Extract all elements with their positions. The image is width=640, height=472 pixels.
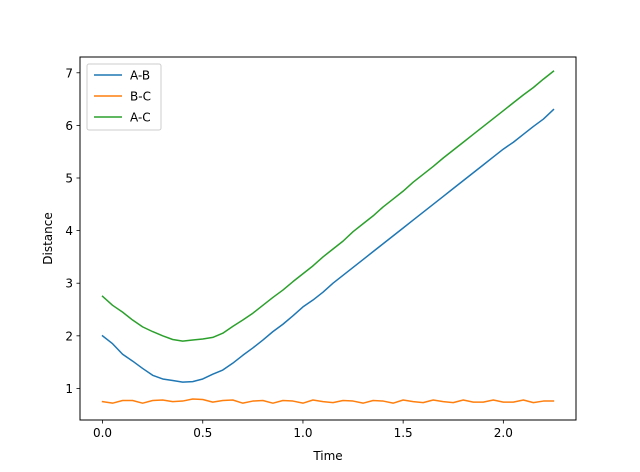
series-lines (101, 70, 555, 404)
y-tick-label: 4 (65, 224, 73, 238)
y-tick-label: 7 (65, 66, 73, 80)
legend-label-a-c: A-C (130, 111, 151, 125)
x-tick-label: 2.0 (494, 426, 513, 440)
x-tick-label: 0.0 (93, 426, 112, 440)
y-axis-ticks: 1 2 3 4 5 6 7 (65, 66, 80, 396)
y-tick-label: 1 (65, 382, 73, 396)
legend: A-B B-C A-C (86, 63, 162, 131)
y-tick-label: 5 (65, 172, 73, 186)
x-axis-ticks: 0.0 0.5 1.0 1.5 2.0 (93, 420, 513, 440)
x-tick-label: 1.5 (394, 426, 413, 440)
series-line-a-c (101, 70, 555, 342)
plot-area-background (80, 57, 576, 420)
series-line-b-c (101, 398, 555, 404)
legend-label-a-b: A-B (130, 69, 150, 83)
legend-box (86, 63, 162, 131)
x-tick-label: 0.5 (193, 426, 212, 440)
y-axis-label: Distance (41, 212, 55, 264)
y-tick-label: 3 (65, 277, 73, 291)
series-line-a-b (101, 108, 555, 383)
x-tick-label: 1.0 (293, 426, 312, 440)
y-tick-label: 2 (65, 329, 73, 343)
y-tick-label: 6 (65, 119, 73, 133)
plot-frame (79, 56, 577, 421)
x-axis-label: Time (312, 449, 342, 463)
legend-label-b-c: B-C (130, 90, 151, 104)
